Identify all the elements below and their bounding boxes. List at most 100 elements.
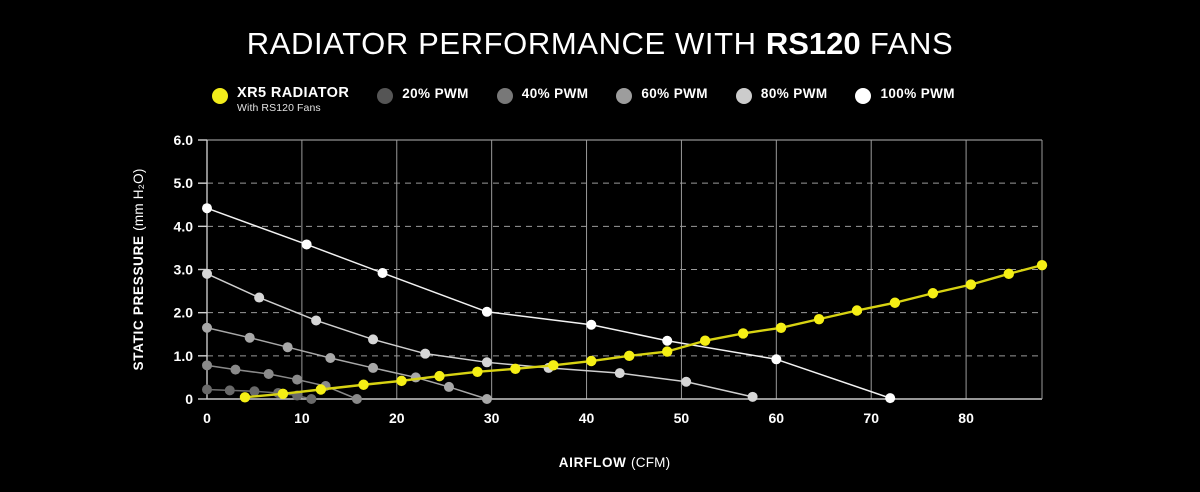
data-point [662, 335, 673, 346]
data-point [202, 384, 212, 395]
data-point [410, 372, 421, 383]
data-point [851, 305, 863, 316]
y-tick-label: 3.0 [174, 262, 194, 278]
series-80-pwm [202, 268, 758, 402]
data-point [306, 394, 317, 404]
data-point [681, 376, 692, 387]
series-xr5-radiator [239, 259, 1048, 403]
data-point [254, 292, 265, 303]
legend-item: 100% PWM [855, 86, 955, 104]
legend-text: 40% PWM [522, 86, 589, 101]
data-point [624, 350, 635, 362]
legend-swatch-icon [616, 88, 633, 104]
y-tick-label: 1.0 [174, 348, 194, 364]
data-point [377, 267, 388, 278]
data-point [614, 368, 625, 379]
data-point [737, 328, 749, 339]
legend-swatch-icon [496, 88, 513, 104]
data-point [927, 288, 939, 299]
data-point [292, 374, 303, 385]
data-point [263, 368, 274, 379]
data-point [481, 357, 492, 368]
data-point [230, 364, 241, 375]
x-axis-title: AIRFLOW (CFM) [559, 455, 671, 470]
y-axis-title: STATIC PRESSURE (mm H₂O) [131, 168, 146, 370]
y-tick-label: 4.0 [174, 218, 194, 234]
y-tick-label: 0 [185, 391, 193, 407]
legend-item: 80% PWM [735, 86, 828, 104]
data-point [202, 322, 212, 333]
y-tick-label: 2.0 [174, 305, 194, 321]
x-tick-label: 20 [389, 410, 405, 426]
legend-item: 60% PWM [616, 86, 708, 104]
chart-legend: XR5 RADIATOR With RS120 Fans 20% PWM 40% PW… [212, 86, 983, 120]
x-tick-label: 0 [203, 410, 211, 426]
page-title-part2: FANS [860, 26, 954, 61]
data-point [481, 394, 492, 404]
data-point [885, 393, 896, 404]
data-point [358, 379, 369, 390]
x-tick-label: 10 [294, 410, 310, 426]
legend-swatch-icon [855, 88, 872, 104]
legend-text: 60% PWM [641, 86, 708, 101]
data-point [396, 375, 407, 387]
data-point [443, 381, 454, 392]
series-line [206, 273, 754, 398]
data-point [244, 332, 255, 343]
series-100-pwm [202, 203, 896, 404]
legend-text: 80% PWM [761, 86, 828, 101]
data-point [813, 313, 825, 325]
data-point [224, 385, 235, 396]
legend-text: 20% PWM [402, 86, 469, 101]
page-title-part1: RADIATOR PERFORMANCE WITH [246, 26, 766, 61]
data-point [202, 268, 212, 279]
page-title-strong: RS120 [765, 26, 861, 61]
data-point [775, 322, 787, 333]
data-point [282, 342, 293, 353]
legend-text: XR5 RADIATOR With RS120 Fans [237, 86, 349, 115]
legend-item: 20% PWM [377, 86, 469, 104]
data-point [510, 363, 521, 374]
data-point [481, 306, 492, 317]
data-point [747, 391, 758, 402]
data-point [420, 348, 431, 359]
data-point [311, 315, 322, 326]
data-point [434, 370, 445, 382]
data-point [548, 360, 559, 371]
data-point [662, 346, 673, 357]
data-point [699, 335, 711, 346]
series-line [206, 207, 891, 399]
x-tick-label: 50 [674, 410, 690, 426]
legend-label: 20% PWM [402, 86, 469, 101]
data-point [202, 203, 212, 214]
legend-text: 100% PWM [880, 86, 954, 101]
series-20-pwm [202, 384, 317, 404]
data-point [325, 352, 336, 363]
series-60-pwm [202, 322, 492, 404]
x-tick-label: 70 [863, 410, 879, 426]
data-point [771, 354, 782, 365]
data-point [965, 279, 977, 290]
x-tick-label: 40 [579, 410, 595, 426]
x-tick-label: 80 [958, 410, 974, 426]
legend-label: XR5 RADIATOR [237, 85, 350, 101]
legend-label: 100% PWM [880, 86, 955, 101]
legend-label: 80% PWM [760, 86, 828, 101]
data-point [249, 386, 260, 397]
data-point [202, 360, 212, 371]
legend-label: 40% PWM [521, 86, 589, 101]
data-point [277, 388, 289, 400]
data-point [368, 334, 379, 345]
data-point [315, 384, 327, 395]
legend-sublabel: With RS120 Fans [237, 102, 321, 114]
data-point [586, 319, 597, 330]
data-point [239, 392, 251, 403]
x-tick-label: 30 [484, 410, 500, 426]
legend-swatch-icon [735, 88, 752, 104]
series-line [243, 263, 1044, 399]
y-tick-label: 5.0 [174, 175, 194, 191]
data-point [586, 355, 597, 367]
page-title: RADIATOR PERFORMANCE WITH RS120 FANS [0, 26, 1200, 62]
